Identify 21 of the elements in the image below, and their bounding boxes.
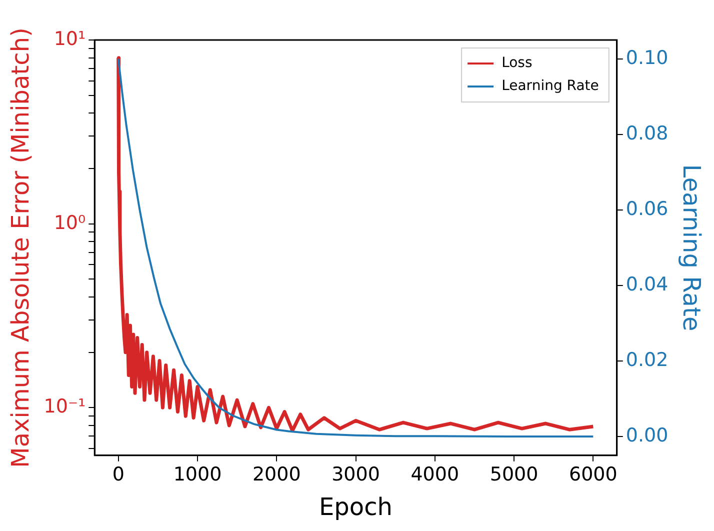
x-tick-label: 1000 <box>173 464 222 486</box>
y2-tick-label: 0.10 <box>626 46 668 69</box>
y2-tick-label: 0.00 <box>626 424 668 446</box>
x-tick-label: 0 <box>112 464 124 486</box>
y2-tick-label: 0.06 <box>626 198 668 220</box>
legend-label: Learning Rate <box>502 78 599 94</box>
x-tick-label: 5000 <box>490 464 538 486</box>
y2-axis-title: Learning Rate <box>677 164 706 332</box>
y2-tick-label: 0.08 <box>626 122 668 144</box>
x-axis-title: Epoch <box>319 492 393 521</box>
y2-tick-label: 0.02 <box>626 348 668 371</box>
y-tick-label: 10⁰ <box>54 212 86 234</box>
x-tick-label: 3000 <box>332 464 380 486</box>
legend-label: Loss <box>502 55 532 72</box>
x-tick-label: 6000 <box>568 464 618 486</box>
y-axis-title: Maximum Absolute Error (Minibatch) <box>6 28 35 468</box>
y2-tick-label: 0.04 <box>626 273 668 296</box>
y-tick-label: 10⁻¹ <box>44 396 86 418</box>
x-tick-label: 2000 <box>252 464 301 486</box>
y-tick-label: 10¹ <box>54 28 86 50</box>
x-tick-label: 4000 <box>410 464 460 486</box>
